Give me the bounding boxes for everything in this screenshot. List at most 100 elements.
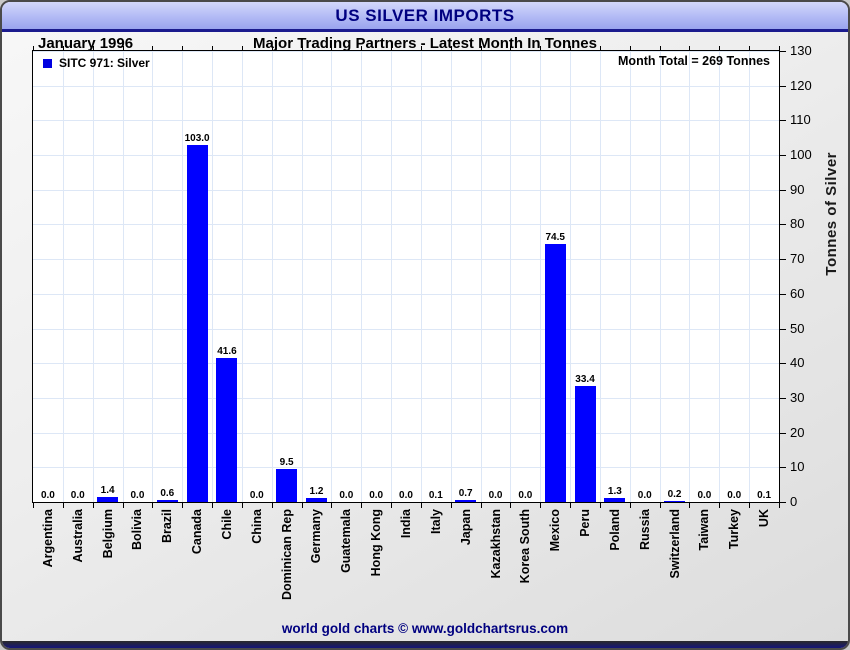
y-tick-label: 130 — [790, 43, 812, 58]
x-tick — [689, 503, 691, 508]
x-tick — [719, 46, 721, 51]
h-gridline — [33, 363, 779, 365]
y-tick-label: 120 — [790, 77, 812, 93]
h-gridline — [33, 51, 779, 52]
x-tick — [719, 503, 721, 508]
h-gridline — [33, 397, 779, 399]
bar-value-label: 103.0 — [184, 132, 210, 144]
y-tick — [780, 397, 786, 399]
bar — [97, 497, 119, 502]
y-tick-label: 80 — [790, 216, 805, 232]
x-tick — [480, 46, 482, 51]
h-gridline — [33, 189, 779, 191]
v-gridline — [719, 51, 721, 502]
v-gridline — [420, 51, 422, 502]
x-tick — [391, 46, 393, 51]
x-tick — [779, 503, 780, 508]
bar-value-label: 0.7 — [458, 487, 473, 499]
h-gridline — [33, 155, 779, 157]
v-gridline — [629, 51, 631, 502]
x-tick — [92, 46, 94, 51]
bar-value-label: 0.1 — [428, 489, 443, 501]
bar-value-label: 0.0 — [518, 490, 533, 501]
x-tick — [122, 46, 124, 51]
y-tick — [780, 120, 786, 122]
x-axis-label: Bolivia — [130, 509, 145, 550]
x-axis-label: Hong Kong — [369, 509, 384, 577]
x-tick — [629, 46, 631, 51]
legend: SITC 971: Silver — [43, 56, 150, 70]
x-tick — [599, 46, 601, 51]
bar-value-label: 33.4 — [575, 374, 595, 386]
x-tick — [420, 503, 422, 508]
x-axis-label: Australia — [70, 509, 85, 563]
subheader-row: January 1996 Major Trading Partners - La… — [2, 35, 848, 52]
v-gridline — [659, 51, 661, 502]
bar-value-label: 0.0 — [130, 490, 145, 501]
v-gridline — [152, 51, 154, 502]
x-axis-label: China — [249, 509, 264, 544]
x-tick — [450, 503, 452, 508]
bar-value-label: 1.2 — [309, 485, 324, 497]
page-title: US SILVER IMPORTS — [335, 5, 515, 25]
x-tick — [241, 503, 243, 508]
x-tick — [212, 46, 214, 51]
x-tick — [301, 503, 303, 508]
bar-value-label: 0.0 — [727, 490, 742, 501]
bar-value-label: 0.0 — [249, 490, 264, 501]
v-gridline — [241, 51, 243, 502]
bar-value-label: 74.5 — [545, 231, 565, 243]
x-tick — [92, 503, 94, 508]
x-axis-label: Germany — [309, 509, 324, 564]
bar — [156, 499, 178, 502]
x-axis-label: Belgium — [100, 509, 115, 559]
y-tick — [780, 293, 786, 295]
v-gridline — [540, 51, 542, 502]
x-axis-label: UK — [757, 509, 772, 528]
bar-value-label: 0.0 — [399, 490, 413, 501]
y-axis-title: Tonnes of Silver — [823, 152, 840, 276]
plot-area: 0.0 0.0 1.4 0.0 0.6 103.0 41.6 0.0 9.5 1.2 0.0 0.0 0… — [32, 50, 780, 503]
y-tick — [780, 224, 786, 226]
x-tick — [749, 503, 751, 508]
y-tick-label: 10 — [790, 459, 805, 475]
v-gridline — [92, 51, 94, 502]
y-tick-label: 110 — [790, 112, 811, 128]
h-gridline — [33, 293, 779, 295]
y-tick — [780, 328, 786, 330]
x-tick — [361, 46, 363, 51]
x-tick — [779, 46, 780, 51]
x-tick — [152, 503, 154, 508]
bar-value-label: 0.0 — [637, 490, 652, 501]
bar — [305, 497, 327, 502]
x-tick — [420, 46, 422, 51]
x-axis-label: Kazakhstan — [488, 509, 503, 579]
x-tick — [659, 46, 661, 51]
x-tick — [331, 503, 333, 508]
x-tick — [749, 46, 751, 51]
y-tick-label: 30 — [790, 389, 805, 405]
y-tick-label: 0 — [790, 494, 798, 509]
y-tick-label: 90 — [790, 181, 805, 197]
y-tick-label: 60 — [790, 285, 805, 301]
bar — [574, 386, 596, 502]
bar — [455, 499, 477, 502]
x-tick — [182, 503, 184, 508]
x-axis-label: Canada — [190, 509, 205, 555]
x-axis-label: Switzerland — [667, 509, 682, 579]
v-gridline — [599, 51, 601, 502]
x-axis-label: Poland — [607, 509, 622, 551]
x-tick — [391, 503, 393, 508]
bar-value-label: 0.0 — [697, 490, 712, 501]
x-tick — [361, 503, 363, 508]
x-tick — [62, 46, 64, 51]
x-tick — [271, 503, 273, 508]
bar — [216, 357, 238, 502]
bar-value-label: 0.2 — [667, 489, 682, 501]
h-gridline — [33, 467, 779, 469]
x-tick — [570, 46, 572, 51]
x-axis-label: Japan — [458, 509, 473, 546]
x-tick — [212, 503, 214, 508]
x-tick — [570, 503, 572, 508]
x-tick — [450, 46, 452, 51]
